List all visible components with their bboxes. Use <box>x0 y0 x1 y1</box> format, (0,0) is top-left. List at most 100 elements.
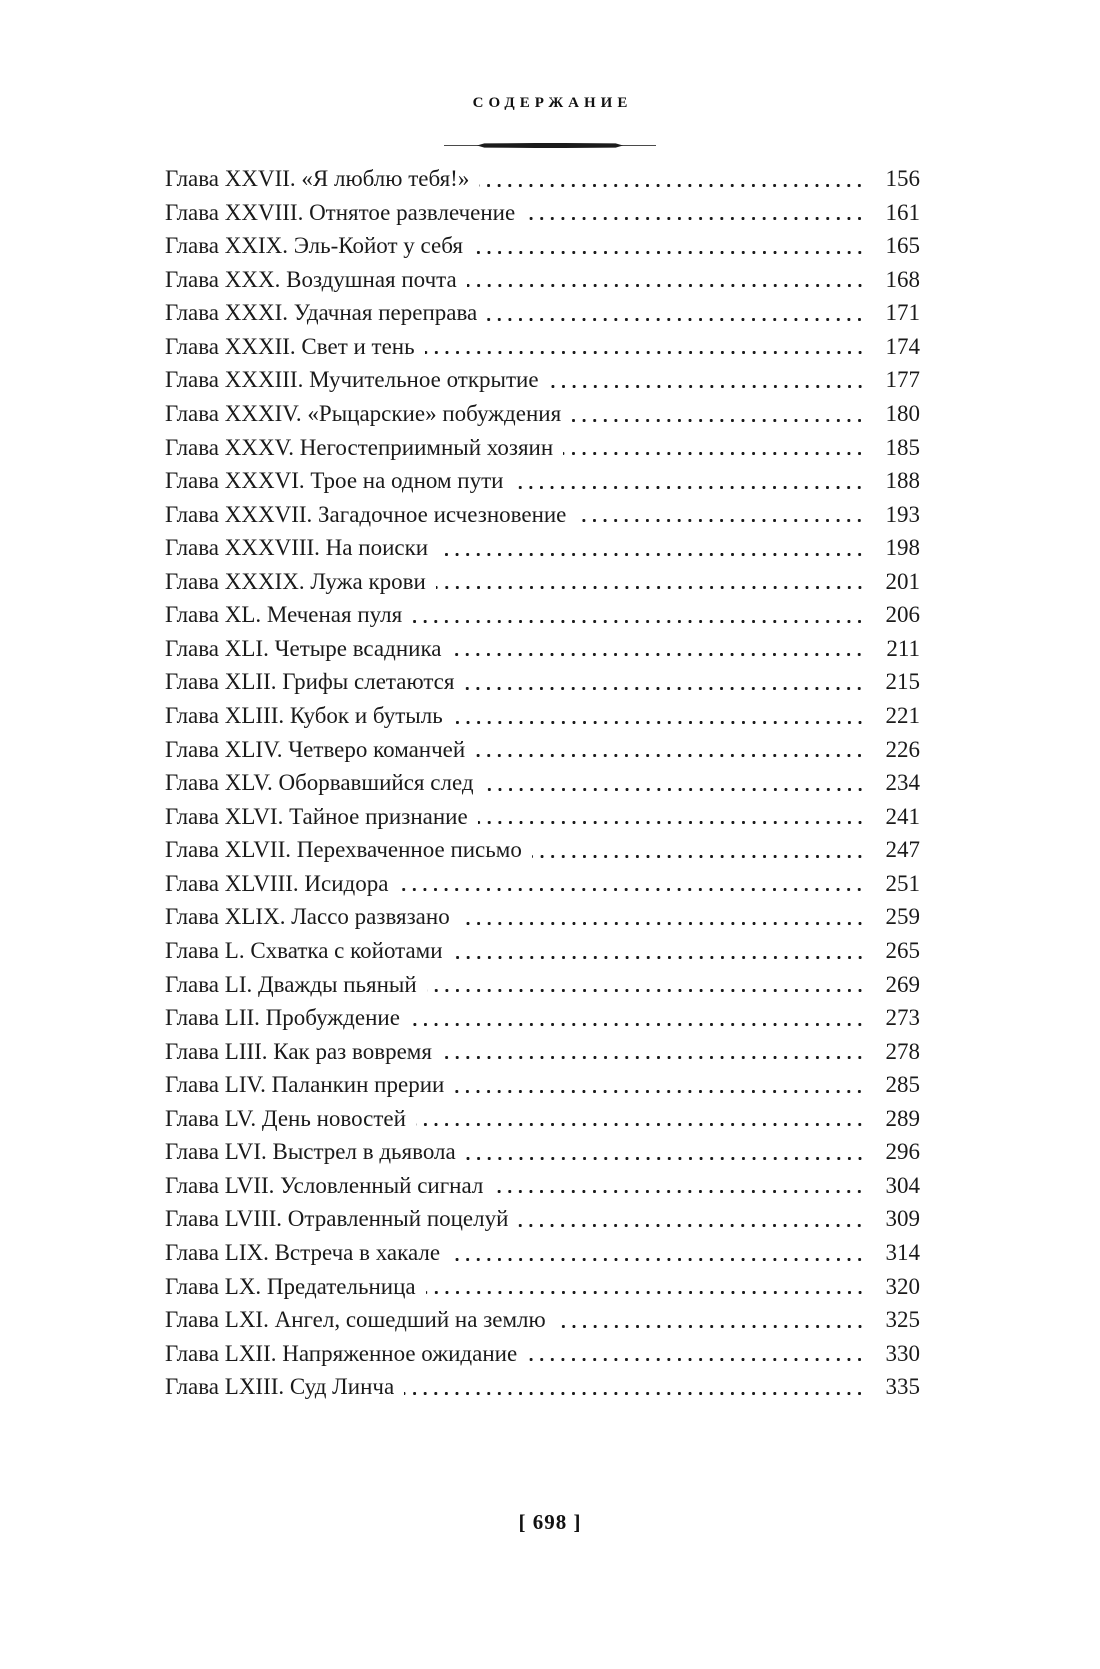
toc-entry-page: 247 <box>885 837 921 863</box>
dot-leader <box>415 1101 865 1136</box>
dot-leader <box>404 1370 865 1404</box>
toc-entry-page: 171 <box>885 300 921 326</box>
toc-entry-title: Глава LXII. Напряженное ожидание <box>165 1340 518 1366</box>
toc-entry: Глава XXVII. «Я люблю тебя!» 156 <box>165 162 920 196</box>
divider-thick-rule <box>477 143 623 148</box>
toc-entry: Глава LI. Дважды пьяный 269 <box>165 967 921 1002</box>
toc-entry: Глава XLII. Грифы слетаются 215 <box>165 665 920 699</box>
toc-entry-page: 285 <box>885 1072 921 1098</box>
toc-entry-page: 335 <box>885 1374 921 1400</box>
toc-entry: Глава XLVII. Перехваченное письмо 247 <box>165 833 920 867</box>
toc-entry: Глава LVIII. Отравленный поцелуй 309 <box>165 1202 920 1236</box>
toc-entry-title: Глава LXI. Ангел, сошедший на землю <box>165 1307 546 1333</box>
toc-entry-title: Глава XXXIV. «Рыцарские» побуждения <box>165 400 562 426</box>
dot-leader <box>398 866 865 901</box>
toc-entry-page: 177 <box>885 367 921 393</box>
toc-entry: Глава LVI. Выстрел в дьявола 296 <box>165 1135 920 1169</box>
dot-leader <box>459 900 865 934</box>
dot-leader <box>475 732 865 767</box>
toc-entry: Глава XXVIII. Отнятое развлечение 161 <box>165 195 920 230</box>
toc-entry-title: Глава XXXIX. Лужа крови <box>165 568 426 594</box>
toc-entry-page: 314 <box>885 1240 921 1265</box>
dot-leader <box>438 531 865 565</box>
dot-leader <box>452 699 865 733</box>
toc-entry-title: Глава XLIV. Четверо команчей <box>165 736 466 762</box>
dot-leader <box>477 799 865 834</box>
toc-entry: Глава XXXIV. «Рыцарские» побуждения 180 <box>165 396 920 431</box>
toc-entry-page: 273 <box>885 1005 921 1031</box>
toc-entry: Глава XLVI. Тайное признание 241 <box>165 799 920 834</box>
toc-entry-title: Глава XLIII. Кубок и бутыль <box>165 703 443 728</box>
toc-entry-page: 193 <box>885 501 921 527</box>
toc-entry-title: Глава XLVII. Перехваченное письмо <box>165 837 522 863</box>
toc-entry-title: Глава LX. Предательница <box>165 1273 416 1299</box>
toc-entry-page: 215 <box>885 669 921 695</box>
toc-entry-page: 304 <box>885 1172 921 1198</box>
toc-entry: Глава LIII. Как раз вовремя 278 <box>165 1034 921 1069</box>
toc-entry-page: 156 <box>885 166 921 191</box>
toc-entry-title: Глава XLVIII. Исидора <box>165 870 389 896</box>
toc-entry-title: Глава LVIII. Отравленный поцелуй <box>165 1206 509 1232</box>
toc-entry-title: Глава LVII. Условленный сигнал <box>165 1172 484 1198</box>
decorative-divider <box>444 142 656 149</box>
toc-entry-title: Глава XXXVIII. На поиски <box>165 535 429 561</box>
dot-leader <box>518 1202 865 1236</box>
toc-entry: Глава XL. Меченая пуля 206 <box>165 598 920 632</box>
dot-leader <box>426 967 865 1002</box>
toc-entry: Глава XXIX. Эль-Койот у себя 165 <box>165 229 920 263</box>
toc-entry-page: 269 <box>885 971 921 997</box>
dot-leader <box>571 396 865 431</box>
dot-leader <box>435 564 865 599</box>
toc-entry-page: 289 <box>885 1105 921 1131</box>
toc-entry-page: 206 <box>885 602 921 628</box>
dot-leader <box>450 1236 865 1270</box>
toc-entry-page: 251 <box>885 870 921 896</box>
toc-entry-page: 168 <box>885 266 921 292</box>
toc-entry-title: Глава LXIII. Суд Линча <box>165 1374 395 1400</box>
dot-leader <box>452 933 865 968</box>
toc-entry-page: 278 <box>885 1038 921 1064</box>
toc-entry: Глава XXXIII. Мучительное открытие 177 <box>165 363 920 397</box>
toc-entry-page: 165 <box>885 233 921 259</box>
toc-entry: Глава LVII. Условленный сигнал 304 <box>165 1168 921 1203</box>
toc-entry: Глава XXXI. Удачная переправа 171 <box>165 296 920 330</box>
toc-entry-title: Глава XLIX. Лассо развязано <box>165 904 450 930</box>
toc-entry: Глава XXXIX. Лужа крови 201 <box>165 564 921 599</box>
toc-entry: Глава XXXII. Свет и тень 174 <box>165 329 921 364</box>
toc-entry-page: 259 <box>885 904 921 930</box>
toc-entry: Глава LXI. Ангел, сошедший на землю 325 <box>165 1303 920 1337</box>
toc-entry: Глава L. Схватка с койотами 265 <box>165 933 921 968</box>
toc-entry: Глава LIX. Встреча в хакале 314 <box>165 1236 920 1270</box>
toc-entry-title: Глава LVI. Выстрел в дьявола <box>165 1139 456 1165</box>
toc-entry-title: Глава XLI. Четыре всадника <box>165 635 442 661</box>
toc-entry-title: Глава XXXI. Удачная переправа <box>165 300 478 326</box>
toc-entry-page: 309 <box>885 1206 921 1232</box>
toc-entry: Глава XLV. Оборвавшийся след 234 <box>165 766 920 800</box>
toc-entry-page: 201 <box>885 568 921 594</box>
dot-leader <box>563 430 865 465</box>
toc-entry-page: 265 <box>885 937 921 963</box>
toc-entry-page: 174 <box>885 333 921 359</box>
dot-leader <box>531 833 865 867</box>
dot-leader <box>424 329 865 364</box>
dot-leader <box>454 1068 865 1102</box>
toc-entry-title: Глава XLVI. Тайное признание <box>165 803 468 829</box>
toc-entry: Глава LXII. Напряженное ожидание 330 <box>165 1336 920 1371</box>
toc-entry-title: Глава XXXVII. Загадочное исчезновение <box>165 501 567 527</box>
toc-entry-title: Глава XXXVI. Трое на одном пути <box>165 468 504 494</box>
dot-leader <box>576 497 865 532</box>
toc-entry-page: 211 <box>886 635 920 661</box>
toc-entry-page: 325 <box>885 1307 921 1333</box>
toc-entry: Глава XLVIII. Исидора 251 <box>165 866 921 901</box>
toc-list: Глава XXVII. «Я люблю тебя!» 156 Глава X… <box>165 162 920 1404</box>
toc-entry: Глава LX. Предательница 320 <box>165 1269 920 1304</box>
dot-leader <box>466 262 865 297</box>
toc-entry: Глава XXXVII. Загадочное исчезновение 19… <box>165 497 921 532</box>
dot-leader <box>409 1001 865 1035</box>
toc-entry: Глава LIV. Паланкин прерии 285 <box>165 1068 920 1102</box>
toc-entry-page: 198 <box>885 535 921 561</box>
toc-entry: Глава XXXVIII. На поиски 198 <box>165 531 920 565</box>
toc-entry-title: Глава XXXIII. Мучительное открытие <box>165 367 539 393</box>
toc-entry: Глава XXXV. Негостеприимный хозяин 185 <box>165 430 920 465</box>
